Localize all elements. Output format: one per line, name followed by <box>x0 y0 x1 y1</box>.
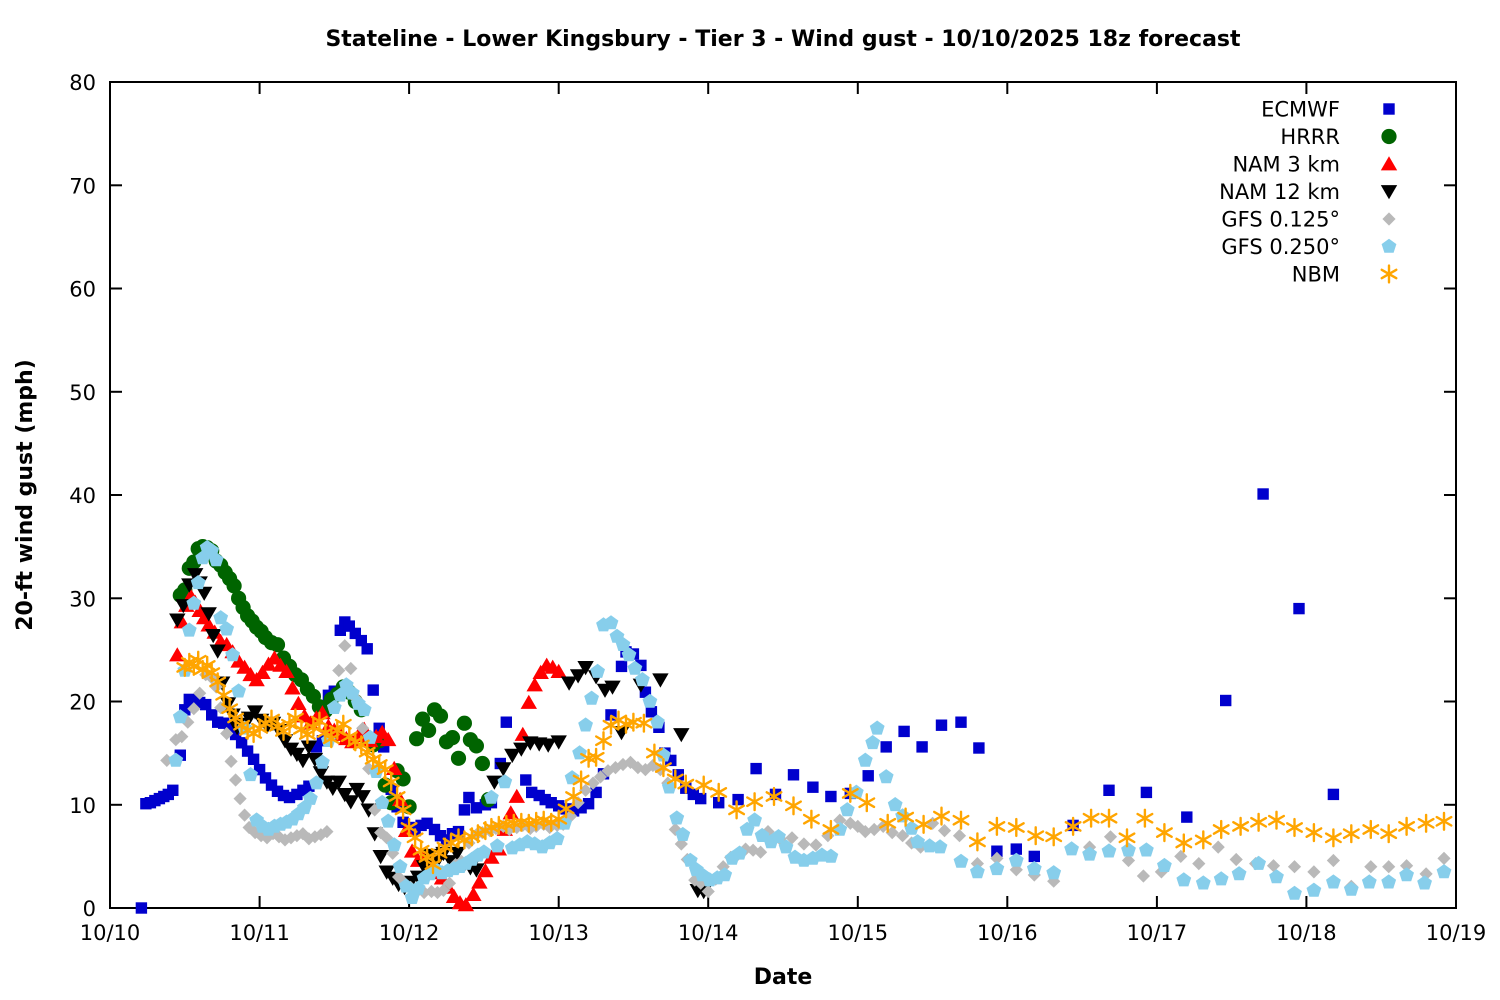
legend-marker-nam-3-km <box>1380 156 1398 171</box>
legend: ECMWF HRRR NAM 3 km NAM 12 km GFS 0.125° GFS … <box>1219 98 1398 287</box>
y-axis-title: 20-ft wind gust (mph) <box>13 359 38 631</box>
y-tick-label: 70 <box>69 174 96 198</box>
legend-marker-gfs-0-125 <box>1382 212 1396 226</box>
x-tick-label: 10/18 <box>1276 921 1337 945</box>
y-tick-label: 0 <box>83 897 96 921</box>
legend-marker-hrrr <box>1381 128 1397 145</box>
x-tick-label: 10/15 <box>828 921 889 945</box>
x-tick-label: 10/10 <box>80 921 141 945</box>
legend-label-nam-12-km: NAM 12 km <box>1219 180 1340 204</box>
legend-label-hrrr: HRRR <box>1280 125 1340 149</box>
legend-marker-nbm <box>1380 264 1398 284</box>
x-axis-tick-labels: 10/10 10/11 10/12 10/13 10/14 10/15 10/16 10/17… <box>80 921 1487 945</box>
y-axis-ticks <box>110 81 1456 909</box>
y-tick-label: 80 <box>69 71 96 95</box>
x-axis-title: Date <box>754 965 813 990</box>
x-tick-label: 10/17 <box>1127 921 1188 945</box>
series-gfs-0-250 <box>168 539 1452 904</box>
y-tick-label: 30 <box>69 587 96 611</box>
chart-title: Stateline - Lower Kingsbury - Tier 3 - W… <box>325 27 1241 52</box>
legend-label-nbm: NBM <box>1292 263 1340 287</box>
series-nbm <box>176 650 1453 875</box>
legend-label-gfs-0-250: GFS 0.250° <box>1221 235 1340 259</box>
y-axis-tick-labels: 0 10 20 30 40 50 60 70 80 <box>69 71 96 921</box>
legend-label-nam-3-km: NAM 3 km <box>1232 153 1340 177</box>
x-tick-label: 10/19 <box>1426 921 1487 945</box>
y-tick-label: 60 <box>69 278 96 302</box>
legend-label-gfs-0-125: GFS 0.125° <box>1221 208 1340 232</box>
legend-marker-nam-12-km <box>1380 185 1398 200</box>
y-tick-label: 20 <box>69 691 96 715</box>
legend-marker-gfs-0-250 <box>1381 238 1397 253</box>
x-tick-label: 10/14 <box>678 921 739 945</box>
x-tick-label: 10/11 <box>229 921 290 945</box>
x-tick-label: 10/12 <box>379 921 440 945</box>
y-tick-label: 50 <box>69 381 96 405</box>
x-tick-label: 10/16 <box>977 921 1038 945</box>
legend-label-ecmwf: ECMWF <box>1261 98 1340 122</box>
y-tick-label: 40 <box>69 484 96 508</box>
legend-marker-ecmwf <box>1383 103 1395 115</box>
x-tick-label: 10/13 <box>528 921 589 945</box>
y-tick-label: 10 <box>69 794 96 818</box>
